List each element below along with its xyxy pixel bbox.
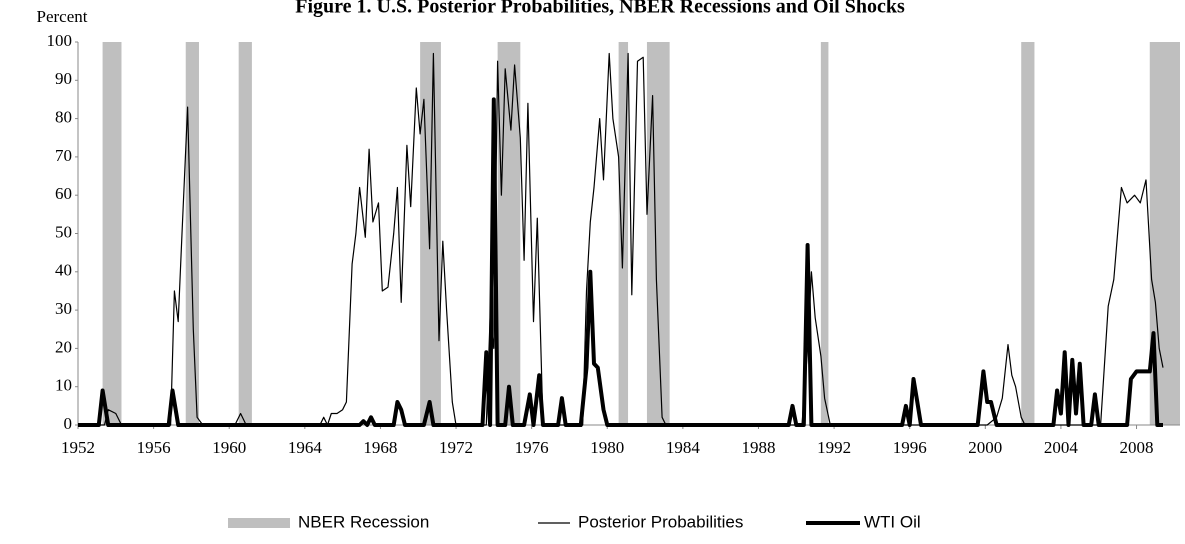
x-tick-label: 2008 <box>1120 438 1154 457</box>
x-tick-label: 1968 <box>363 438 397 457</box>
y-tick-label: 50 <box>55 222 72 241</box>
legend-label: WTI Oil <box>864 512 921 531</box>
x-tick-label: 2004 <box>1044 438 1079 457</box>
y-tick-label: 0 <box>64 414 73 433</box>
series-line <box>78 97 1163 427</box>
y-tick-label: 100 <box>47 31 73 50</box>
legend-label: Posterior Probabilities <box>578 512 743 531</box>
x-tick-label: 1992 <box>817 438 851 457</box>
x-tick-label: 1980 <box>590 438 624 457</box>
y-tick-label: 40 <box>55 261 72 280</box>
y-tick-label: 90 <box>55 69 72 88</box>
y-tick-label: 80 <box>55 108 72 127</box>
y-tick-label: 10 <box>55 376 72 395</box>
x-tick-label: 2000 <box>968 438 1002 457</box>
recession-band <box>820 42 829 425</box>
y-tick-label: 20 <box>55 337 72 356</box>
y-tick-label: 30 <box>55 299 72 318</box>
series-line <box>78 52 1164 426</box>
recession-band <box>646 42 670 425</box>
legend-label: NBER Recession <box>298 512 429 531</box>
y-tick-label: 70 <box>55 146 72 165</box>
y-tick-label: 60 <box>55 184 72 203</box>
x-tick-label: 1984 <box>666 438 701 457</box>
recession-band <box>102 42 122 425</box>
recession-band <box>1021 42 1035 425</box>
recession-band <box>420 42 441 425</box>
legend-swatch <box>228 518 290 528</box>
x-tick-label: 1964 <box>288 438 323 457</box>
x-tick-label: 1952 <box>61 438 95 457</box>
x-tick-label: 1996 <box>893 438 927 457</box>
chart-title: Figure 1. U.S. Posterior Probabilities, … <box>295 0 905 18</box>
x-tick-label: 1988 <box>741 438 775 457</box>
x-tick-label: 1972 <box>439 438 473 457</box>
recession-band <box>238 42 252 425</box>
x-tick-label: 1960 <box>212 438 246 457</box>
recession-band <box>185 42 199 425</box>
x-tick-label: 1976 <box>515 438 549 457</box>
y-axis-label: Percent <box>37 7 88 26</box>
x-tick-label: 1956 <box>137 438 171 457</box>
